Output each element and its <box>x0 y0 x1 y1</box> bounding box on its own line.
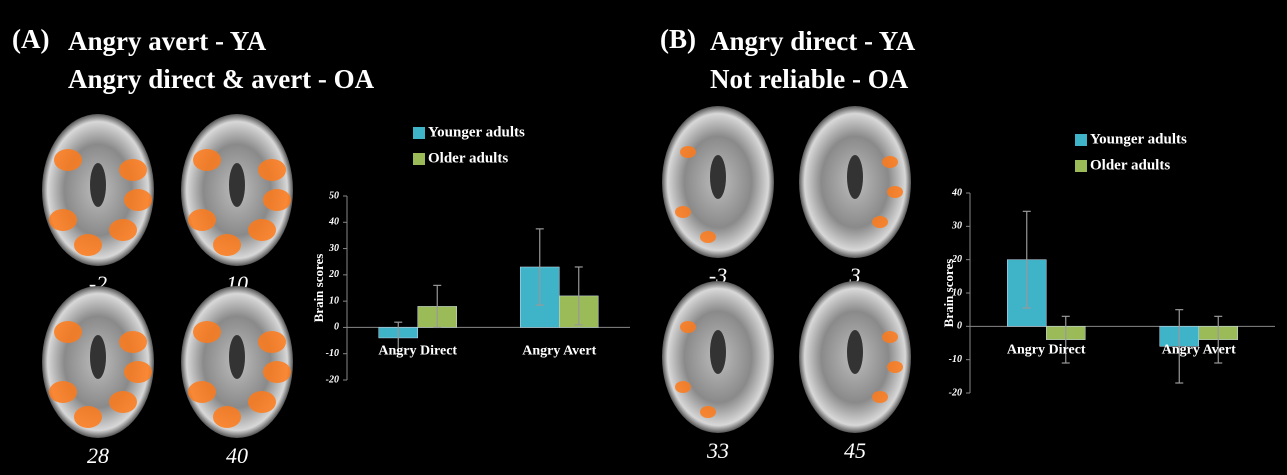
brain-ventricle <box>847 330 863 374</box>
activation <box>213 234 241 256</box>
y-tick-label: 0 <box>957 321 962 332</box>
slice-label: 45 <box>844 438 866 463</box>
y-tick-label: 50 <box>329 190 339 201</box>
activation <box>680 321 696 333</box>
activation <box>258 331 286 353</box>
activation <box>263 361 291 383</box>
panel-title: Angry direct - YA <box>710 26 916 56</box>
legend-swatch <box>1075 160 1087 172</box>
panel-title: Not reliable - OA <box>710 64 909 94</box>
legend-swatch <box>1075 134 1087 146</box>
y-tick-label: 0 <box>334 322 339 333</box>
activation <box>680 146 696 158</box>
y-axis-label: Brain scores <box>941 259 956 328</box>
activation <box>872 216 888 228</box>
y-tick-label: 10 <box>329 295 339 306</box>
y-tick-label: -20 <box>949 387 962 398</box>
activation <box>258 159 286 181</box>
y-tick-label: 20 <box>328 269 339 280</box>
activation <box>887 186 903 198</box>
y-tick-label: 40 <box>328 217 339 228</box>
activation <box>54 149 82 171</box>
activation <box>188 209 216 231</box>
x-tick-label: Angry Avert <box>1162 343 1236 358</box>
activation <box>54 321 82 343</box>
brain-ventricle <box>710 155 726 199</box>
activation <box>248 219 276 241</box>
activation <box>882 156 898 168</box>
brain-ventricle <box>90 163 106 207</box>
activation <box>882 331 898 343</box>
legend-swatch <box>413 127 425 139</box>
legend-label: Younger adults <box>1090 131 1187 147</box>
activation <box>74 234 102 256</box>
y-axis-label: Brain scores <box>311 254 326 323</box>
activation <box>213 406 241 428</box>
brain-ventricle <box>90 335 106 379</box>
panel-title: Angry avert - YA <box>68 26 267 56</box>
activation <box>49 209 77 231</box>
activation <box>193 321 221 343</box>
slice-label: 40 <box>226 443 248 468</box>
activation <box>188 381 216 403</box>
legend-swatch <box>413 153 425 165</box>
activation <box>74 406 102 428</box>
brain-ventricle <box>710 330 726 374</box>
activation <box>887 361 903 373</box>
activation <box>119 159 147 181</box>
y-tick-label: 30 <box>951 221 962 232</box>
activation <box>124 361 152 383</box>
legend-label: Younger adults <box>428 124 525 140</box>
brain-ventricle <box>847 155 863 199</box>
activation <box>700 406 716 418</box>
panel-label: (B) <box>660 24 696 54</box>
slice-label: 33 <box>706 438 729 463</box>
activation <box>109 219 137 241</box>
activation <box>248 391 276 413</box>
activation <box>675 206 691 218</box>
activation <box>119 331 147 353</box>
brain-ventricle <box>229 163 245 207</box>
y-tick-label: -10 <box>949 354 962 365</box>
panel-title: Angry direct & avert - OA <box>68 64 375 94</box>
slice-label: 28 <box>87 443 109 468</box>
activation <box>872 391 888 403</box>
activation <box>49 381 77 403</box>
brain-ventricle <box>229 335 245 379</box>
activation <box>124 189 152 211</box>
x-tick-label: Angry Avert <box>522 344 596 359</box>
activation <box>700 231 716 243</box>
y-tick-label: -10 <box>326 348 339 359</box>
x-tick-label: Angry Direct <box>1007 343 1086 358</box>
y-tick-label: -20 <box>326 374 339 385</box>
activation <box>263 189 291 211</box>
y-tick-label: 40 <box>951 187 962 198</box>
activation <box>675 381 691 393</box>
y-tick-label: 10 <box>952 287 962 298</box>
activation <box>193 149 221 171</box>
y-tick-label: 20 <box>951 254 962 265</box>
panel-label: (A) <box>12 24 49 54</box>
y-tick-label: 30 <box>328 243 339 254</box>
legend-label: Older adults <box>428 150 508 166</box>
activation <box>109 391 137 413</box>
x-tick-label: Angry Direct <box>378 344 457 359</box>
legend-label: Older adults <box>1090 157 1170 173</box>
